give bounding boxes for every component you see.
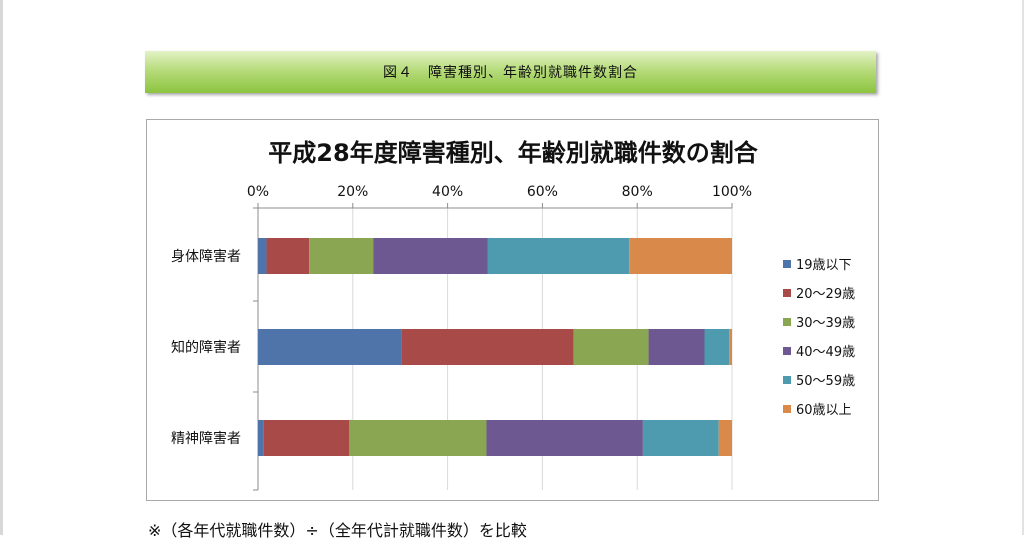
bar-segment xyxy=(266,238,310,274)
x-tick-label: 40% xyxy=(432,184,463,200)
legend-swatch xyxy=(783,405,791,413)
x-tick-label: 20% xyxy=(337,184,368,200)
category-label: 身体障害者 xyxy=(171,249,241,265)
bar-segment xyxy=(573,329,649,365)
legend-swatch xyxy=(783,289,791,297)
stacked-bar-chart: 平成28年度障害種別、年齢別就職件数の割合 0% 20% 40% 60% 80% 100%… xyxy=(171,139,855,491)
bar-segment xyxy=(718,420,732,456)
legend-label: 19歳以下 xyxy=(796,258,852,273)
legend-label: 20～29歳 xyxy=(796,287,855,302)
bar-segment xyxy=(258,420,264,456)
category-label: 精神障害者 xyxy=(171,431,241,447)
chart-frame: 平成28年度障害種別、年齢別就職件数の割合 0% 20% 40% 60% 80% 100%… xyxy=(146,119,879,501)
bars xyxy=(258,238,732,456)
x-tick-label: 0% xyxy=(247,184,269,200)
bar-segment xyxy=(258,329,402,365)
category-label: 知的障害者 xyxy=(171,339,241,356)
footnote: ※（各年代就職件数）÷（全年代計就職件数）を比較 xyxy=(148,521,527,540)
bar-segment xyxy=(309,238,374,274)
bar-segment xyxy=(263,420,350,456)
page-edge-right xyxy=(1022,0,1024,535)
legend-swatch xyxy=(783,376,791,384)
bar-segment xyxy=(373,238,488,274)
legend-swatch xyxy=(783,260,791,268)
x-tick-label: 80% xyxy=(622,184,653,200)
legend-label: 60歳以上 xyxy=(796,403,852,418)
bar-segment xyxy=(487,238,630,274)
bar-segment xyxy=(486,420,643,456)
x-tick-label: 100% xyxy=(712,184,752,200)
x-tick-label: 60% xyxy=(527,184,558,200)
figure-header-bar: 図４ 障害種別、年齢別就職件数割合 xyxy=(145,51,876,93)
legend-swatch xyxy=(783,318,791,326)
figure-header-label: 図４ 障害種別、年齢別就職件数割合 xyxy=(383,65,638,81)
legend: 19歳以下 20～29歳 30～39歳 40～49歳 50～59歳 60歳以上 xyxy=(783,258,855,418)
chart-title: 平成28年度障害種別、年齢別就職件数の割合 xyxy=(268,139,758,167)
legend-label: 50～59歳 xyxy=(796,374,855,389)
legend-label: 30～39歳 xyxy=(796,316,855,331)
bar-segment xyxy=(642,420,719,456)
x-axis-ticks: 0% 20% 40% 60% 80% 100% xyxy=(247,184,752,491)
bar-segment xyxy=(349,420,487,456)
legend-label: 40～49歳 xyxy=(796,345,855,360)
bar-segment xyxy=(729,329,732,365)
legend-swatch xyxy=(783,347,791,355)
bar-segment xyxy=(401,329,574,365)
bar-segment xyxy=(629,238,732,274)
page-edge-left xyxy=(0,0,3,535)
bar-segment xyxy=(648,329,705,365)
bar-segment xyxy=(258,238,267,274)
bar-segment xyxy=(704,329,730,365)
